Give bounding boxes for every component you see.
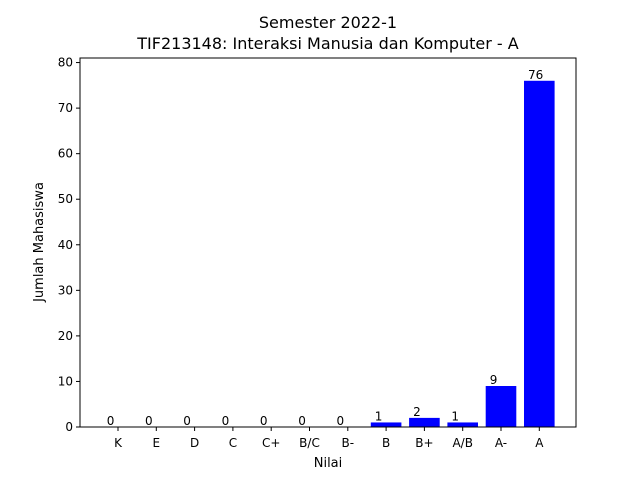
- x-tick-label-11: A: [535, 436, 544, 450]
- data-label-7: 1: [375, 409, 383, 423]
- x-tick-label-0: K: [114, 436, 123, 450]
- y-tick-label-7: 70: [58, 101, 73, 115]
- x-tick-label-5: B/C: [299, 436, 320, 450]
- x-tick-label-2: D: [190, 436, 199, 450]
- x-tick-label-9: A/B: [452, 436, 472, 450]
- x-tick-label-3: C: [229, 436, 237, 450]
- y-tick-label-4: 40: [58, 238, 73, 252]
- data-label-8: 2: [413, 405, 421, 419]
- x-tick-label-8: B+: [415, 436, 433, 450]
- bar-8: [409, 417, 440, 427]
- y-tick-label-6: 60: [58, 147, 73, 161]
- data-label-5: 0: [298, 414, 306, 428]
- y-axis-ticks: 0 10 20 30 40 50 60 70 80: [58, 56, 80, 434]
- x-axis-ticks: K E D C C+ B/C B- B B+ A/B A- A: [114, 427, 544, 450]
- plot-frame: [79, 57, 577, 428]
- y-tick-label-2: 20: [58, 329, 73, 343]
- y-tick-label-0: 0: [65, 420, 73, 434]
- bars-group: [370, 80, 555, 428]
- x-tick-label-1: E: [153, 436, 161, 450]
- data-label-1: 0: [145, 414, 153, 428]
- x-tick-label-7: B: [382, 436, 390, 450]
- y-tick-label-8: 80: [58, 56, 73, 70]
- x-tick-label-10: A-: [495, 436, 507, 450]
- data-label-3: 0: [222, 414, 230, 428]
- bar-9: [447, 422, 478, 427]
- chart-subtitle: TIF213148: Interaksi Manusia dan Kompute…: [136, 34, 519, 53]
- y-axis-label: Jumlah Mahasiswa: [32, 182, 47, 303]
- x-tick-label-4: C+: [262, 436, 280, 450]
- data-label-2: 0: [183, 414, 191, 428]
- data-label-6: 0: [337, 414, 345, 428]
- bar-7: [370, 422, 402, 427]
- data-label-9: 1: [451, 409, 459, 423]
- data-label-10: 9: [490, 373, 498, 387]
- chart-title: Semester 2022-1: [259, 13, 397, 32]
- x-axis-label: Nilai: [314, 456, 343, 471]
- data-labels-group: 0 0 0 0 0 0 0 1 2 1 9 76: [107, 68, 544, 428]
- bar-11: [524, 80, 555, 428]
- y-tick-label-1: 10: [58, 374, 73, 388]
- y-tick-label-3: 30: [58, 283, 73, 297]
- y-tick-label-5: 50: [58, 192, 73, 206]
- data-label-0: 0: [107, 414, 115, 428]
- bar-10: [485, 386, 517, 427]
- data-label-11: 76: [528, 68, 543, 82]
- data-label-4: 0: [260, 414, 268, 428]
- plot-area: 0 0 0 0 0 0 0 1 2 1 9 76 K E D C C+ B/C B- B B+ A/B A- A 0 10 20…: [58, 56, 577, 450]
- x-tick-label-6: B-: [342, 436, 355, 450]
